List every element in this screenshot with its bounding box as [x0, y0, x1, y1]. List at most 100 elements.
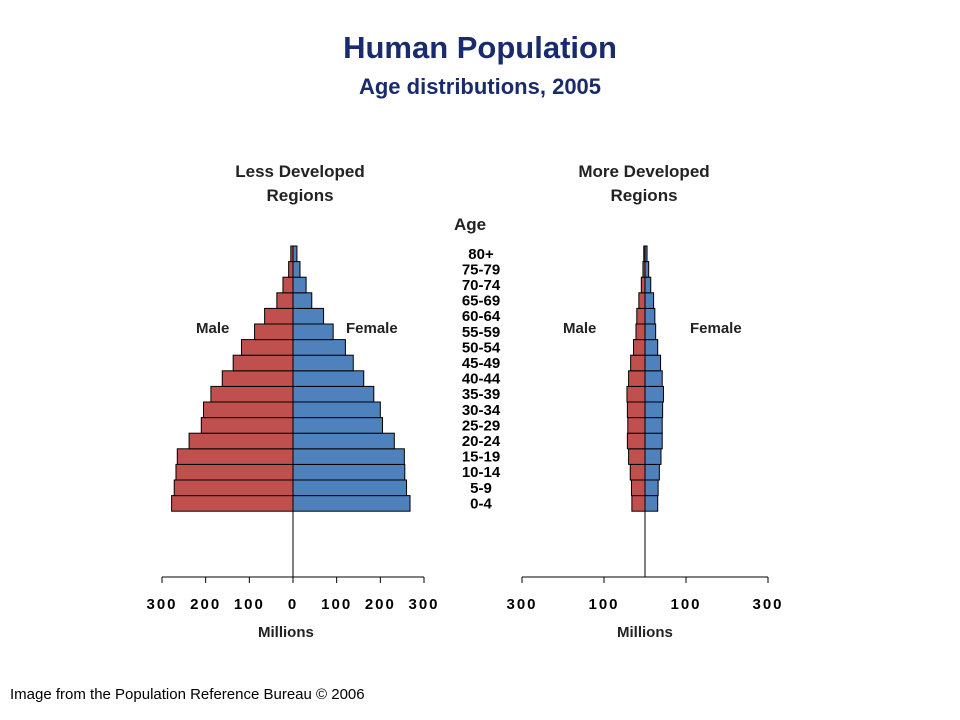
left-female-bar-5-9: [292, 479, 408, 497]
right-male-bar-0-4: [631, 495, 646, 512]
chart-left-title-line2: Regions: [266, 186, 334, 205]
left-female-bar-10-14: [292, 463, 406, 481]
right-female-bar-15-19: [644, 448, 662, 465]
right-female-bar-50-54: [644, 339, 659, 356]
age-label-40-44: 40-44: [462, 371, 501, 388]
right-x-tick-label-0: 300: [506, 596, 537, 613]
left-x-tick-label-4: 100: [321, 596, 352, 613]
right-female-bar-10-14: [644, 463, 660, 481]
right-male-label: Male: [563, 320, 597, 337]
right-male-bar-60-64: [636, 307, 646, 325]
left-female-label: Female: [346, 320, 398, 337]
left-male-bar-60-64: [264, 307, 294, 325]
left-female-bar-50-54: [292, 339, 346, 356]
age-label-60-64: 60-64: [462, 308, 501, 325]
right-male-bar-20-24: [626, 432, 646, 450]
left-male-bar-45-49: [232, 354, 294, 372]
left-female-bar-40-44: [292, 370, 365, 387]
age-label-50-54: 50-54: [462, 339, 501, 356]
right-male-bar-45-49: [630, 354, 646, 372]
left-male-bar-35-39: [210, 385, 294, 403]
age-label-65-69: 65-69: [462, 293, 500, 310]
left-male-bar-0-4: [171, 495, 294, 512]
left-female-bar-25-29: [292, 417, 384, 434]
right-male-bar-65-69: [638, 292, 646, 309]
left-male-bar-65-69: [276, 292, 294, 309]
right-female-bar-35-39: [644, 385, 664, 403]
chart-right-title-line1: More Developed: [578, 162, 710, 181]
right-female-bar-65-69: [644, 292, 655, 309]
right-female-bar-70-74: [644, 276, 652, 294]
age-label-35-39: 35-39: [462, 386, 500, 403]
right-x-tick-label-1: 100: [588, 596, 619, 613]
right-female-bar-60-64: [644, 307, 656, 325]
left-female-bar-30-34: [292, 401, 381, 419]
left-male-bar-25-29: [200, 417, 294, 434]
left-female-bar-75-79: [292, 261, 301, 278]
left-female-bar-20-24: [292, 432, 395, 450]
right-female-bar-55-59: [644, 323, 657, 341]
left-female-bar-15-19: [292, 448, 405, 465]
left-male-bar-75-79: [288, 261, 294, 278]
age-label-0-4: 0-4: [470, 495, 492, 512]
left-male-bar-30-34: [202, 401, 294, 419]
right-female-bar-75-79: [644, 261, 650, 278]
chart-right-title: More Developed Regions: [544, 160, 744, 208]
right-female-bar-0-4: [644, 495, 659, 512]
left-x-tick-label-2: 100: [234, 596, 265, 613]
right-female-bar-25-29: [644, 417, 663, 434]
age-label-15-19: 15-19: [462, 449, 500, 466]
left-x-tick-label-3: 0: [288, 596, 298, 613]
age-label-45-49: 45-49: [462, 355, 500, 372]
right-x-tick-label-3: 300: [752, 596, 783, 613]
age-label-25-29: 25-29: [462, 417, 500, 434]
left-x-tick-label-5: 200: [365, 596, 396, 613]
left-female-bar-70-74: [292, 276, 307, 294]
chart-left-title: Less Developed Regions: [200, 160, 400, 208]
left-x-axis-label: Millions: [258, 624, 314, 641]
right-x-tick-label-2: 100: [670, 596, 701, 613]
left-male-bar-10-14: [175, 463, 294, 481]
left-male-bar-70-74: [282, 276, 294, 294]
right-male-bar-10-14: [629, 463, 646, 481]
age-label-70-74: 70-74: [462, 277, 501, 294]
right-female-bar-5-9: [644, 479, 659, 497]
right-male-bar-40-44: [628, 370, 646, 387]
left-female-bar-55-59: [292, 323, 334, 341]
chart-right-title-line2: Regions: [610, 186, 678, 205]
right-female-bar-45-49: [644, 354, 662, 372]
right-male-bar-30-34: [626, 401, 646, 419]
left-female-bar-65-69: [292, 292, 313, 309]
left-female-bar-45-49: [292, 354, 354, 372]
left-female-bar-60-64: [292, 307, 325, 325]
left-male-label: Male: [196, 320, 230, 337]
age-label-80+: 80+: [468, 246, 494, 263]
right-male-bar-35-39: [626, 385, 646, 403]
left-x-tick-label-6: 300: [408, 596, 439, 613]
left-male-bar-20-24: [188, 432, 294, 450]
age-label-30-34: 30-34: [462, 402, 501, 419]
age-label-10-14: 10-14: [462, 464, 501, 481]
left-male-bar-40-44: [221, 370, 294, 387]
left-female-bar-80+: [292, 245, 298, 263]
right-female-bar-20-24: [644, 432, 663, 450]
age-axis-title: Age: [453, 215, 487, 234]
age-label-55-59: 55-59: [462, 324, 500, 341]
right-male-bar-25-29: [627, 417, 646, 434]
page-subtitle: Age distributions, 2005: [358, 74, 602, 99]
right-female-bar-40-44: [644, 370, 663, 387]
age-label-75-79: 75-79: [462, 261, 500, 278]
right-x-axis-label: Millions: [617, 624, 673, 641]
left-male-bar-50-54: [240, 339, 294, 356]
right-male-bar-55-59: [635, 323, 646, 341]
page-title: Human Population: [343, 30, 617, 65]
left-male-bar-5-9: [173, 479, 294, 497]
right-male-bar-5-9: [630, 479, 646, 497]
age-label-20-24: 20-24: [462, 433, 501, 450]
right-male-bar-70-74: [640, 276, 646, 294]
left-x-tick-label-0: 300: [146, 596, 177, 613]
left-female-bar-0-4: [292, 495, 411, 512]
left-male-bar-15-19: [176, 448, 294, 465]
right-male-bar-15-19: [628, 448, 646, 465]
